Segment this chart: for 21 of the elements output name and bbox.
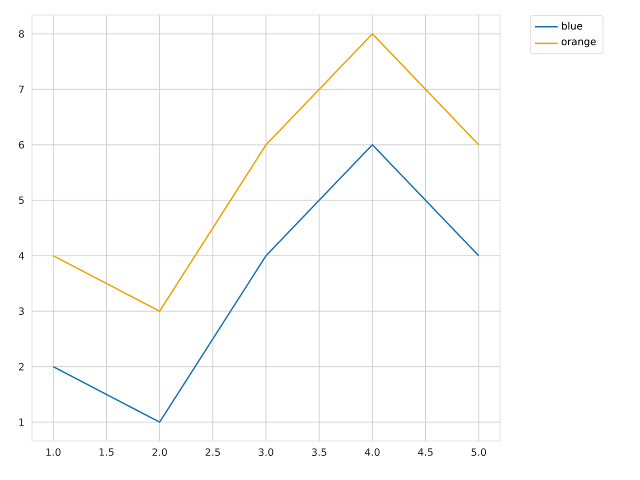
x-tick-label: 5.0 <box>472 448 486 456</box>
x-tick-label: 1.0 <box>46 448 61 456</box>
y-tick-label: 4 <box>18 252 24 260</box>
x-tick-label: 4.5 <box>418 448 433 456</box>
line-series <box>52 33 480 312</box>
y-tick-label: 6 <box>18 141 24 149</box>
y-tick-label: 1 <box>19 418 24 426</box>
y-tick-label: 2 <box>18 362 24 370</box>
y-tick-label: 7 <box>19 86 24 93</box>
y-tick-label: 3 <box>19 307 24 315</box>
y-tick-label: 8 <box>18 30 24 38</box>
line-series <box>52 144 480 423</box>
y-tick-label: 5 <box>19 196 24 204</box>
x-tick-label: 4.0 <box>364 448 380 456</box>
x-tick-label: 3.0 <box>258 448 274 456</box>
legend-label: orange <box>562 40 596 48</box>
legend-label: blue <box>562 22 582 30</box>
x-tick-label: 3.5 <box>312 448 326 456</box>
x-tick-label: 2.0 <box>152 448 167 456</box>
x-tick-label: 2.5 <box>206 448 220 456</box>
x-tick-label: 1.5 <box>100 448 114 456</box>
